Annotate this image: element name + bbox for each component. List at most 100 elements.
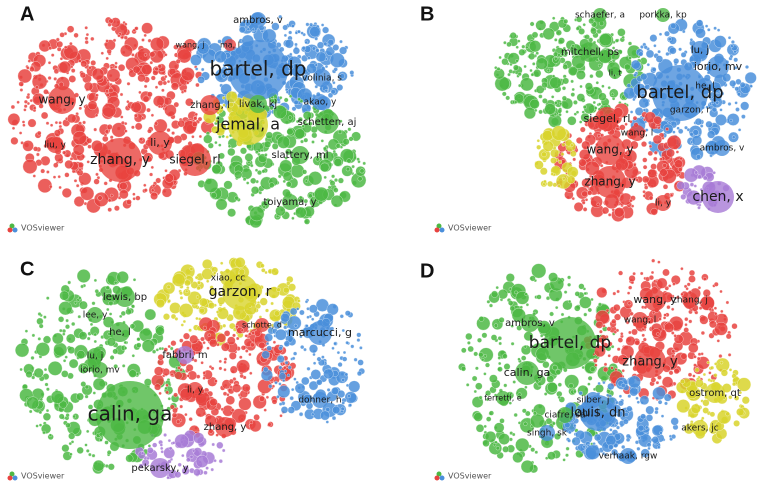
node-bubble	[485, 390, 492, 397]
node-bubble	[99, 438, 103, 442]
node-bubble	[593, 106, 598, 110]
node-bubble	[149, 60, 154, 65]
node-bubble	[571, 44, 575, 48]
node-bubble	[120, 115, 124, 119]
watermark-icon	[439, 227, 445, 233]
node-bubble	[58, 60, 72, 74]
node-bubble	[310, 369, 322, 380]
node-bubble	[573, 202, 584, 212]
node-bubble	[19, 88, 24, 92]
node-bubble	[315, 110, 339, 134]
node-bubble	[508, 437, 513, 442]
node-bubble	[594, 433, 602, 442]
node-bubble	[124, 121, 128, 126]
node-bubble	[642, 108, 647, 112]
node-bubble	[291, 146, 309, 164]
node-bubble	[552, 182, 558, 188]
node-bubble	[554, 56, 558, 61]
node-bubble	[314, 36, 319, 41]
node-bubble	[582, 23, 586, 27]
node-bubble	[502, 445, 509, 453]
node-bubble	[21, 120, 26, 124]
node-bubble	[727, 353, 732, 357]
node-bubble	[303, 137, 309, 143]
node-bubble	[534, 108, 538, 113]
node-bubble	[497, 356, 502, 360]
node-bubble	[339, 73, 345, 79]
node-bubble	[314, 84, 319, 89]
node-bubble	[578, 158, 587, 167]
node-bubble	[88, 66, 92, 70]
node-bubble	[218, 459, 223, 464]
node-bubble	[639, 271, 644, 276]
node-bubble	[629, 125, 645, 141]
node-bubble	[132, 278, 137, 282]
node-bubble	[660, 414, 665, 418]
node-bubble	[705, 120, 713, 128]
node-bubble	[521, 355, 527, 361]
node-bubble	[625, 437, 631, 442]
node-bubble	[155, 326, 165, 336]
node-bubble	[698, 301, 703, 305]
node-bubble	[290, 62, 305, 78]
node-bubble	[520, 77, 534, 92]
node-bubble	[332, 44, 340, 51]
node-bubble	[595, 81, 599, 85]
node-bubble	[573, 423, 577, 428]
node-bubble	[203, 134, 213, 144]
node-label: zhang, y	[584, 175, 635, 189]
node-bubble	[505, 273, 515, 283]
node-bubble	[485, 362, 490, 368]
node-bubble	[486, 416, 492, 422]
node-bubble	[288, 115, 293, 120]
node-bubble	[239, 373, 244, 379]
node-label: lewis, bp	[103, 292, 147, 303]
node-bubble	[179, 296, 184, 300]
node-bubble	[136, 342, 142, 348]
node-bubble	[514, 100, 518, 104]
node-bubble	[611, 208, 615, 212]
node-bubble	[126, 100, 130, 104]
node-bubble	[492, 443, 497, 447]
node-bubble	[286, 128, 294, 136]
node-label: li, t	[609, 69, 622, 78]
node-bubble	[92, 391, 96, 395]
node-bubble	[332, 149, 336, 154]
node-bubble	[106, 68, 121, 83]
node-bubble	[345, 383, 350, 388]
node-bubble	[670, 22, 677, 29]
node-bubble	[729, 54, 734, 59]
node-bubble	[590, 195, 603, 208]
node-bubble	[579, 296, 592, 309]
node-bubble	[646, 442, 652, 448]
node-bubble	[356, 157, 360, 161]
node-bubble	[568, 66, 578, 76]
node-bubble	[541, 81, 548, 89]
node-bubble	[59, 290, 70, 301]
node-bubble	[195, 455, 209, 468]
node-bubble	[211, 125, 219, 134]
node-bubble	[42, 412, 51, 421]
node-bubble	[630, 204, 635, 208]
node-bubble	[222, 103, 226, 107]
node-bubble	[332, 81, 336, 85]
node-bubble	[584, 160, 600, 176]
node-bubble	[131, 304, 136, 309]
node-bubble	[215, 198, 228, 211]
node-label: pekarsky, y	[131, 463, 188, 474]
node-bubble	[481, 332, 488, 339]
node-bubble	[683, 327, 689, 333]
node-bubble	[581, 200, 586, 205]
node-bubble	[593, 358, 598, 363]
node-bubble	[531, 263, 547, 279]
node-bubble	[299, 309, 305, 316]
node-bubble	[35, 424, 39, 428]
node-bubble	[218, 143, 222, 147]
node-label: wang, y	[38, 93, 85, 107]
node-bubble	[713, 306, 718, 310]
node-bubble	[486, 299, 491, 304]
node-bubble	[715, 100, 720, 105]
node-bubble	[694, 118, 703, 126]
node-bubble	[167, 438, 172, 443]
